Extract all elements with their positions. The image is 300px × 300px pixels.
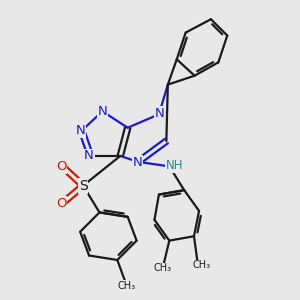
- Text: O: O: [56, 160, 67, 173]
- Text: N: N: [155, 107, 165, 120]
- Text: NH: NH: [166, 159, 183, 172]
- Text: N: N: [98, 105, 107, 118]
- Text: N: N: [132, 156, 142, 169]
- Text: CH₃: CH₃: [118, 280, 136, 290]
- Text: S: S: [79, 179, 88, 193]
- Text: CH₃: CH₃: [192, 260, 210, 270]
- Text: O: O: [56, 197, 67, 210]
- Text: N: N: [84, 149, 94, 162]
- Text: CH₃: CH₃: [154, 263, 172, 273]
- Text: N: N: [75, 124, 85, 137]
